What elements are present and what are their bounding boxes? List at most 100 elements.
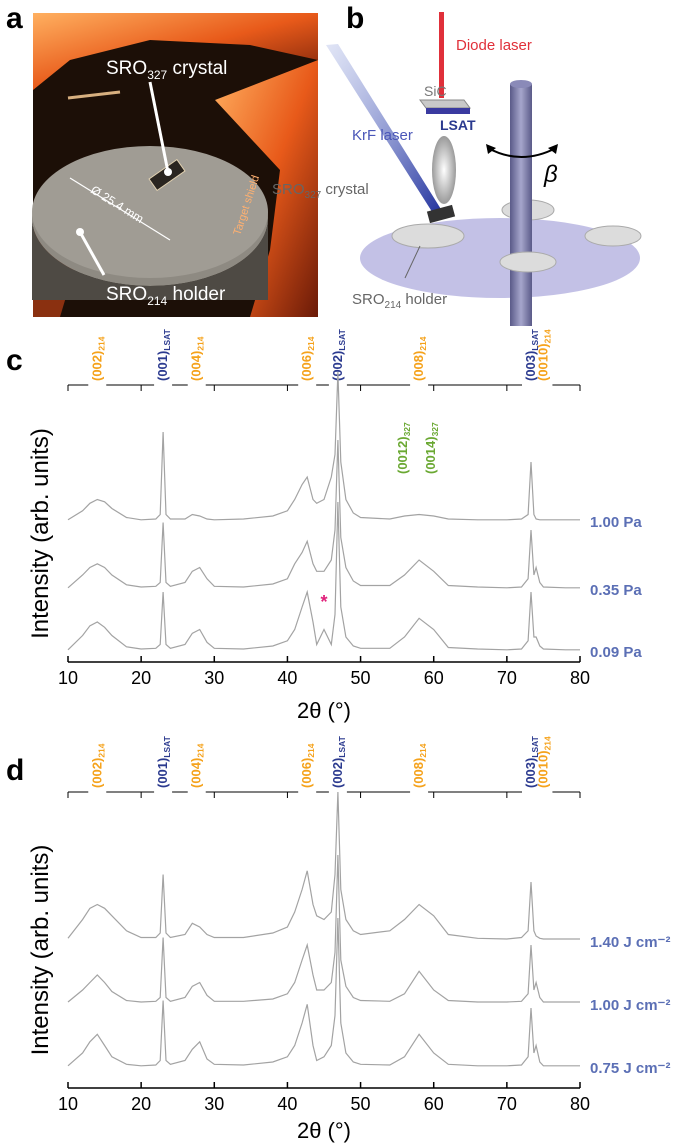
peak-label: (0010)214 — [535, 736, 552, 788]
x-tick-label: 20 — [131, 668, 151, 688]
peak-label-text: (008) — [411, 758, 426, 788]
peak-label: (002)214 — [89, 336, 106, 381]
diagram-label: KrF laser — [352, 127, 413, 144]
series-line — [67, 439, 580, 589]
diagram-label: SiC — [424, 83, 447, 99]
peak-label: (002)LSAT — [330, 328, 347, 381]
peak-label: (003)LSAT — [523, 328, 540, 381]
x-axis-label: 2θ (°) — [297, 698, 351, 723]
peak-label-text: (001) — [155, 351, 170, 381]
peak-label-sub: 327 — [402, 422, 412, 436]
peak-label-sub: 214 — [418, 743, 428, 757]
x-tick-label: 30 — [204, 1094, 224, 1114]
photo — [32, 13, 318, 317]
peak-label-text: (002) — [89, 351, 104, 381]
peak-label: (001)LSAT — [155, 328, 172, 381]
series-line — [67, 501, 580, 651]
x-tick-label: 70 — [497, 668, 517, 688]
peak-label-text: (006) — [299, 351, 314, 381]
label-gap — [521, 789, 540, 795]
peak-label-sub: 214 — [306, 336, 316, 350]
peak-label-sub: 214 — [542, 329, 552, 343]
peak-label-sub: 327 — [430, 422, 440, 436]
x-tick-label: 40 — [277, 1094, 297, 1114]
peak-label-text: (0010) — [535, 750, 550, 788]
x-tick-label: 60 — [424, 1094, 444, 1114]
peak-label-sub: 214 — [196, 336, 206, 350]
y-axis-label: Intensity (arb. units) — [27, 428, 54, 639]
peak-label-text: (004) — [189, 351, 204, 381]
peak-label-sub: 214 — [96, 743, 106, 757]
series-label: 1.00 J cm⁻² — [590, 997, 670, 1014]
peak-label-text: (004) — [189, 758, 204, 788]
x-tick-label: 80 — [570, 1094, 590, 1114]
peak-label-sub: LSAT — [530, 735, 540, 757]
peak-label: (003)LSAT — [523, 735, 540, 788]
peak-label: (0010)214 — [535, 329, 552, 381]
x-tick-label: 50 — [351, 668, 371, 688]
peak-label: (001)LSAT — [155, 735, 172, 788]
peak-label: (008)214 — [411, 743, 428, 788]
peak-label: (004)214 — [189, 336, 206, 381]
diagram-label: SRO327 crystal — [272, 181, 369, 201]
label-gap — [521, 382, 540, 388]
series-label: 0.75 J cm⁻² — [590, 1060, 670, 1077]
diagram-label: SRO214 holder — [352, 291, 447, 311]
photo-label: SRO214 holder — [106, 284, 226, 308]
label-gap — [410, 789, 429, 795]
peak-label-text: (002) — [330, 758, 345, 788]
peak-label-text: (0012) — [395, 436, 410, 474]
series-label: 0.09 Pa — [590, 644, 642, 661]
peak-label-sub: LSAT — [162, 328, 172, 350]
peak-label-text: (006) — [299, 758, 314, 788]
peak-label-sub: LSAT — [530, 328, 540, 350]
diagram-label: Diode laser — [456, 37, 532, 54]
label-gap — [534, 789, 553, 795]
peak-label: (0014)327 — [423, 422, 440, 474]
series-line — [67, 854, 580, 1003]
peak-label: (006)214 — [299, 336, 316, 381]
series-label: 0.35 Pa — [590, 582, 642, 599]
peak-label-text: (003) — [523, 758, 538, 788]
diagram-label: β — [543, 161, 558, 188]
panel-letter: c — [6, 344, 23, 377]
diagram-label: LSAT — [440, 117, 476, 133]
series-line — [67, 791, 580, 940]
y-axis-label: Intensity (arb. units) — [27, 845, 54, 1056]
panel-letter: a — [6, 2, 23, 35]
x-tick-label: 80 — [570, 668, 590, 688]
peak-label: (002)214 — [89, 743, 106, 788]
photo-label: SRO327 crystal — [106, 58, 227, 82]
peak-label-sub: LSAT — [162, 735, 172, 757]
peak-label-text: (002) — [330, 351, 345, 381]
peak-label-sub: LSAT — [337, 735, 347, 757]
peak-label-text: (0010) — [535, 343, 550, 381]
peak-label: (002)LSAT — [330, 735, 347, 788]
x-tick-label: 60 — [424, 668, 444, 688]
series-label: 1.40 J cm⁻² — [590, 934, 670, 951]
series-line — [67, 917, 580, 1067]
x-tick-label: 40 — [277, 668, 297, 688]
x-axis-label: 2θ (°) — [297, 1118, 351, 1143]
peak-label-sub: 214 — [306, 743, 316, 757]
x-tick-label: 30 — [204, 668, 224, 688]
label-gap — [154, 789, 173, 795]
peak-label: (004)214 — [189, 743, 206, 788]
diagram — [326, 12, 642, 326]
peak-label-sub: 214 — [542, 736, 552, 750]
x-tick-label: 50 — [351, 1094, 371, 1114]
marker-annotation: * — [320, 592, 327, 612]
label-gap — [534, 382, 553, 388]
panel-letter: d — [6, 754, 24, 787]
panel-letter: b — [346, 2, 364, 35]
label-gap — [298, 382, 317, 388]
label-gap — [187, 382, 206, 388]
peak-label-text: (003) — [523, 351, 538, 381]
x-tick-label: 10 — [58, 668, 78, 688]
peak-label: (0012)327 — [395, 422, 412, 474]
series-label: 1.00 Pa — [590, 514, 642, 531]
peak-label-text: (002) — [89, 758, 104, 788]
peak-label-text: (001) — [155, 758, 170, 788]
x-tick-label: 10 — [58, 1094, 78, 1114]
